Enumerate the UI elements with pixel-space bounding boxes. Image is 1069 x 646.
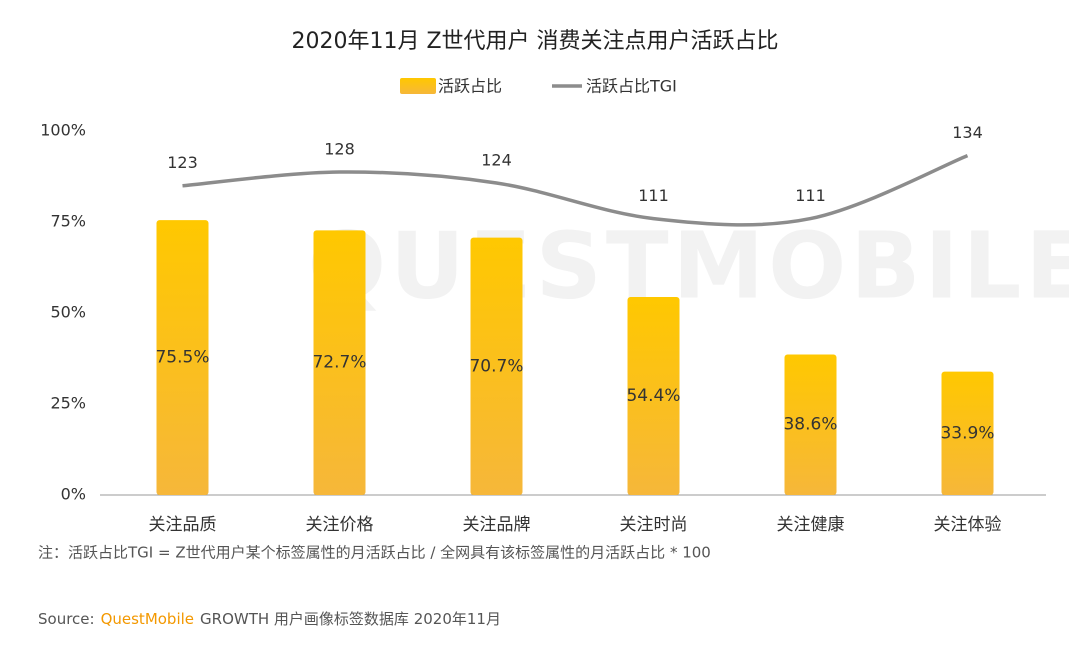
y-tick-label: 100% — [40, 121, 86, 140]
y-tick-label: 50% — [50, 303, 86, 322]
data-label: 72.7% — [312, 353, 366, 373]
line-label: 134 — [952, 123, 983, 142]
line-label: 123 — [167, 153, 198, 172]
line-label: 111 — [638, 186, 669, 205]
tgi-line — [182, 154, 969, 227]
data-label: 33.9% — [940, 423, 994, 443]
bar — [627, 296, 680, 495]
data-label: 54.4% — [626, 386, 680, 406]
source-prefix: Source: — [38, 610, 95, 628]
note: 注：活跃占比TGI = Z世代用户某个标签属性的月活跃占比 / 全网具有该标签属… — [38, 544, 711, 562]
source: Source: QuestMobile GROWTH 用户画像标签数据库 2020年… — [38, 610, 501, 628]
chart-title: 2020年11月 Z世代用户 消费关注点用户活跃占比 — [291, 29, 778, 54]
bar — [313, 230, 366, 495]
y-tick-label: 25% — [50, 394, 86, 413]
x-tick-label: 关注时尚 — [620, 515, 688, 535]
bar — [470, 237, 523, 496]
x-tick-label: 关注价格 — [306, 515, 374, 535]
legend-label: 活跃占比TGI — [586, 77, 677, 96]
line-label: 128 — [324, 140, 355, 159]
legend-swatch — [400, 78, 436, 94]
bar — [941, 371, 994, 495]
bar — [784, 354, 837, 495]
line-label: 111 — [795, 186, 826, 205]
y-tick-label: 75% — [50, 212, 86, 231]
data-label: 70.7% — [469, 356, 523, 376]
x-tick-label: 关注健康 — [777, 515, 845, 535]
legend: 活跃占比 活跃占比TGI — [400, 77, 677, 96]
source-brand: QuestMobile — [101, 610, 194, 628]
data-label: 75.5% — [155, 348, 209, 368]
legend-label: 活跃占比 — [438, 77, 502, 96]
x-tick-label: 关注品质 — [149, 515, 217, 535]
watermark: QUESTMOBILE — [308, 212, 1069, 319]
data-label: 38.6% — [783, 415, 837, 435]
x-tick-label: 关注品牌 — [463, 515, 531, 535]
line-label: 124 — [481, 151, 512, 170]
x-tick-label: 关注体验 — [934, 515, 1002, 535]
bar — [156, 220, 209, 495]
source-text: GROWTH 用户画像标签数据库 2020年11月 — [200, 610, 501, 628]
y-tick-label: 0% — [61, 485, 86, 504]
